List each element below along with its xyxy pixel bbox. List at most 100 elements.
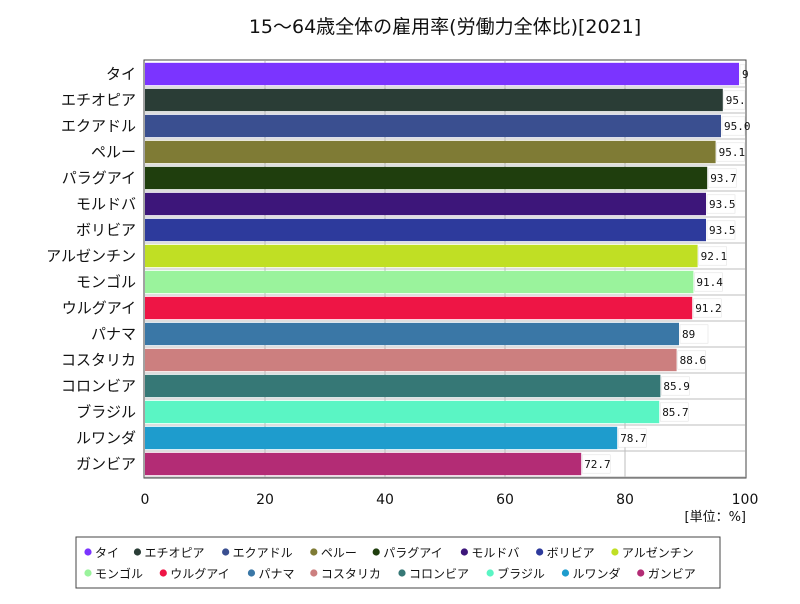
legend-marker xyxy=(310,548,318,556)
category-label: ボリビア xyxy=(76,221,136,239)
chart-title: 15～64歳全体の雇用率(労働力全体比)[2021] xyxy=(249,16,641,38)
category-label: コロンビア xyxy=(61,377,136,395)
legend-marker xyxy=(486,569,494,577)
legend-marker xyxy=(159,569,167,577)
unit-label: [単位：%] xyxy=(685,509,747,525)
bar-10 xyxy=(145,322,679,346)
value-label-box xyxy=(581,454,611,474)
legend-marker xyxy=(133,548,142,556)
legend-marker xyxy=(310,569,318,577)
legend-label: アルゼンチン xyxy=(622,546,694,560)
value-label-box xyxy=(706,194,736,214)
legend-marker xyxy=(536,548,544,556)
value-label-box xyxy=(716,142,745,162)
legend-label: ブラジル xyxy=(497,566,545,581)
category-label: タイ xyxy=(106,65,136,83)
legend-label: タイ xyxy=(95,546,119,560)
legend-label: ガンビア xyxy=(648,567,696,581)
legend-marker xyxy=(84,548,92,556)
x-tick-label: 60 xyxy=(496,492,514,508)
value-label: 91.4 xyxy=(696,276,723,289)
bar-5 xyxy=(145,192,706,216)
legend-marker xyxy=(84,569,92,577)
legend-marker xyxy=(247,569,256,577)
category-label: モンゴル xyxy=(76,273,136,291)
bar-3 xyxy=(145,140,716,164)
bar-4 xyxy=(145,166,708,190)
value-label-box xyxy=(692,298,722,318)
legend-label: ルワンダ xyxy=(572,566,620,581)
legend-marker xyxy=(637,569,645,577)
bar-9 xyxy=(145,296,693,320)
category-label: ブラジル xyxy=(76,403,136,421)
value-label-box xyxy=(723,90,746,110)
bar-7 xyxy=(145,244,698,268)
value-label-box xyxy=(679,324,709,344)
bar-12 xyxy=(145,374,661,398)
category-label: ガンビア xyxy=(76,455,136,473)
value-label-box xyxy=(721,116,746,136)
legend-label: パナマ xyxy=(258,567,294,581)
category-label: エクアドル xyxy=(61,117,136,135)
category-label: アルゼンチン xyxy=(46,247,136,265)
category-label: コスタリカ xyxy=(61,351,136,369)
bar-11 xyxy=(145,348,677,372)
value-label: 93.7 xyxy=(710,172,737,185)
value-label-box xyxy=(739,64,746,84)
x-tick-label: 100 xyxy=(732,492,759,508)
category-labels: タイエチオピアエクアドルペルーパラグアイモルドバボリビアアルゼンチンモンゴルウル… xyxy=(46,65,136,473)
bar-2 xyxy=(145,114,721,138)
bars xyxy=(145,62,739,476)
category-label: ペルー xyxy=(91,143,136,161)
legend-marker xyxy=(372,548,380,556)
value-label: 85.7 xyxy=(662,406,689,419)
bar-14 xyxy=(145,426,618,450)
value-label: 95.0 xyxy=(724,120,751,133)
legend-label: ウルグアイ xyxy=(170,567,229,581)
value-label: 91.2 xyxy=(695,302,722,315)
value-label-box xyxy=(677,350,706,370)
legend-label: パラグアイ xyxy=(383,546,442,560)
category-label: モルドバ xyxy=(76,195,136,213)
bar-1 xyxy=(145,88,723,112)
legend-label: モンゴル xyxy=(95,566,143,581)
value-label-box xyxy=(706,220,736,240)
legend-marker xyxy=(460,548,468,556)
category-label: ウルグアイ xyxy=(62,299,136,317)
legend-label: エチオピア xyxy=(144,546,204,560)
value-label: 95.1 xyxy=(719,146,746,159)
bar-13 xyxy=(145,400,660,424)
category-label: パナマ xyxy=(91,325,136,343)
legend-marker xyxy=(611,548,619,556)
value-label: 92.1 xyxy=(701,250,728,263)
bar-0 xyxy=(145,62,739,86)
legend-label: コスタリカ xyxy=(321,567,381,581)
legend-label: エクアドル xyxy=(233,546,293,560)
value-label-box xyxy=(707,168,737,188)
value-label: 93.5 xyxy=(709,224,736,237)
legend-marker xyxy=(561,569,570,577)
value-label-box xyxy=(617,428,647,448)
value-label-box xyxy=(694,272,723,292)
category-label: エチオピア xyxy=(61,91,136,109)
value-label: 88.6 xyxy=(680,354,707,367)
value-label: 89 xyxy=(682,328,695,341)
legend-marker xyxy=(398,569,406,577)
value-label-box xyxy=(659,402,689,422)
bar-8 xyxy=(145,270,694,294)
legend-box xyxy=(75,536,721,589)
legend-label: ボリビア xyxy=(547,546,595,560)
bar-15 xyxy=(145,452,582,476)
x-tick-label: 80 xyxy=(616,492,634,508)
category-label: パラグアイ xyxy=(62,169,136,187)
x-tick-label: 20 xyxy=(256,492,274,508)
bar-6 xyxy=(145,218,706,242)
legend-marker xyxy=(222,548,230,556)
value-label: 93.5 xyxy=(709,198,736,211)
value-label: 72.7 xyxy=(584,458,611,471)
value-label: 85.9 xyxy=(663,380,690,393)
value-label-box xyxy=(661,376,690,396)
